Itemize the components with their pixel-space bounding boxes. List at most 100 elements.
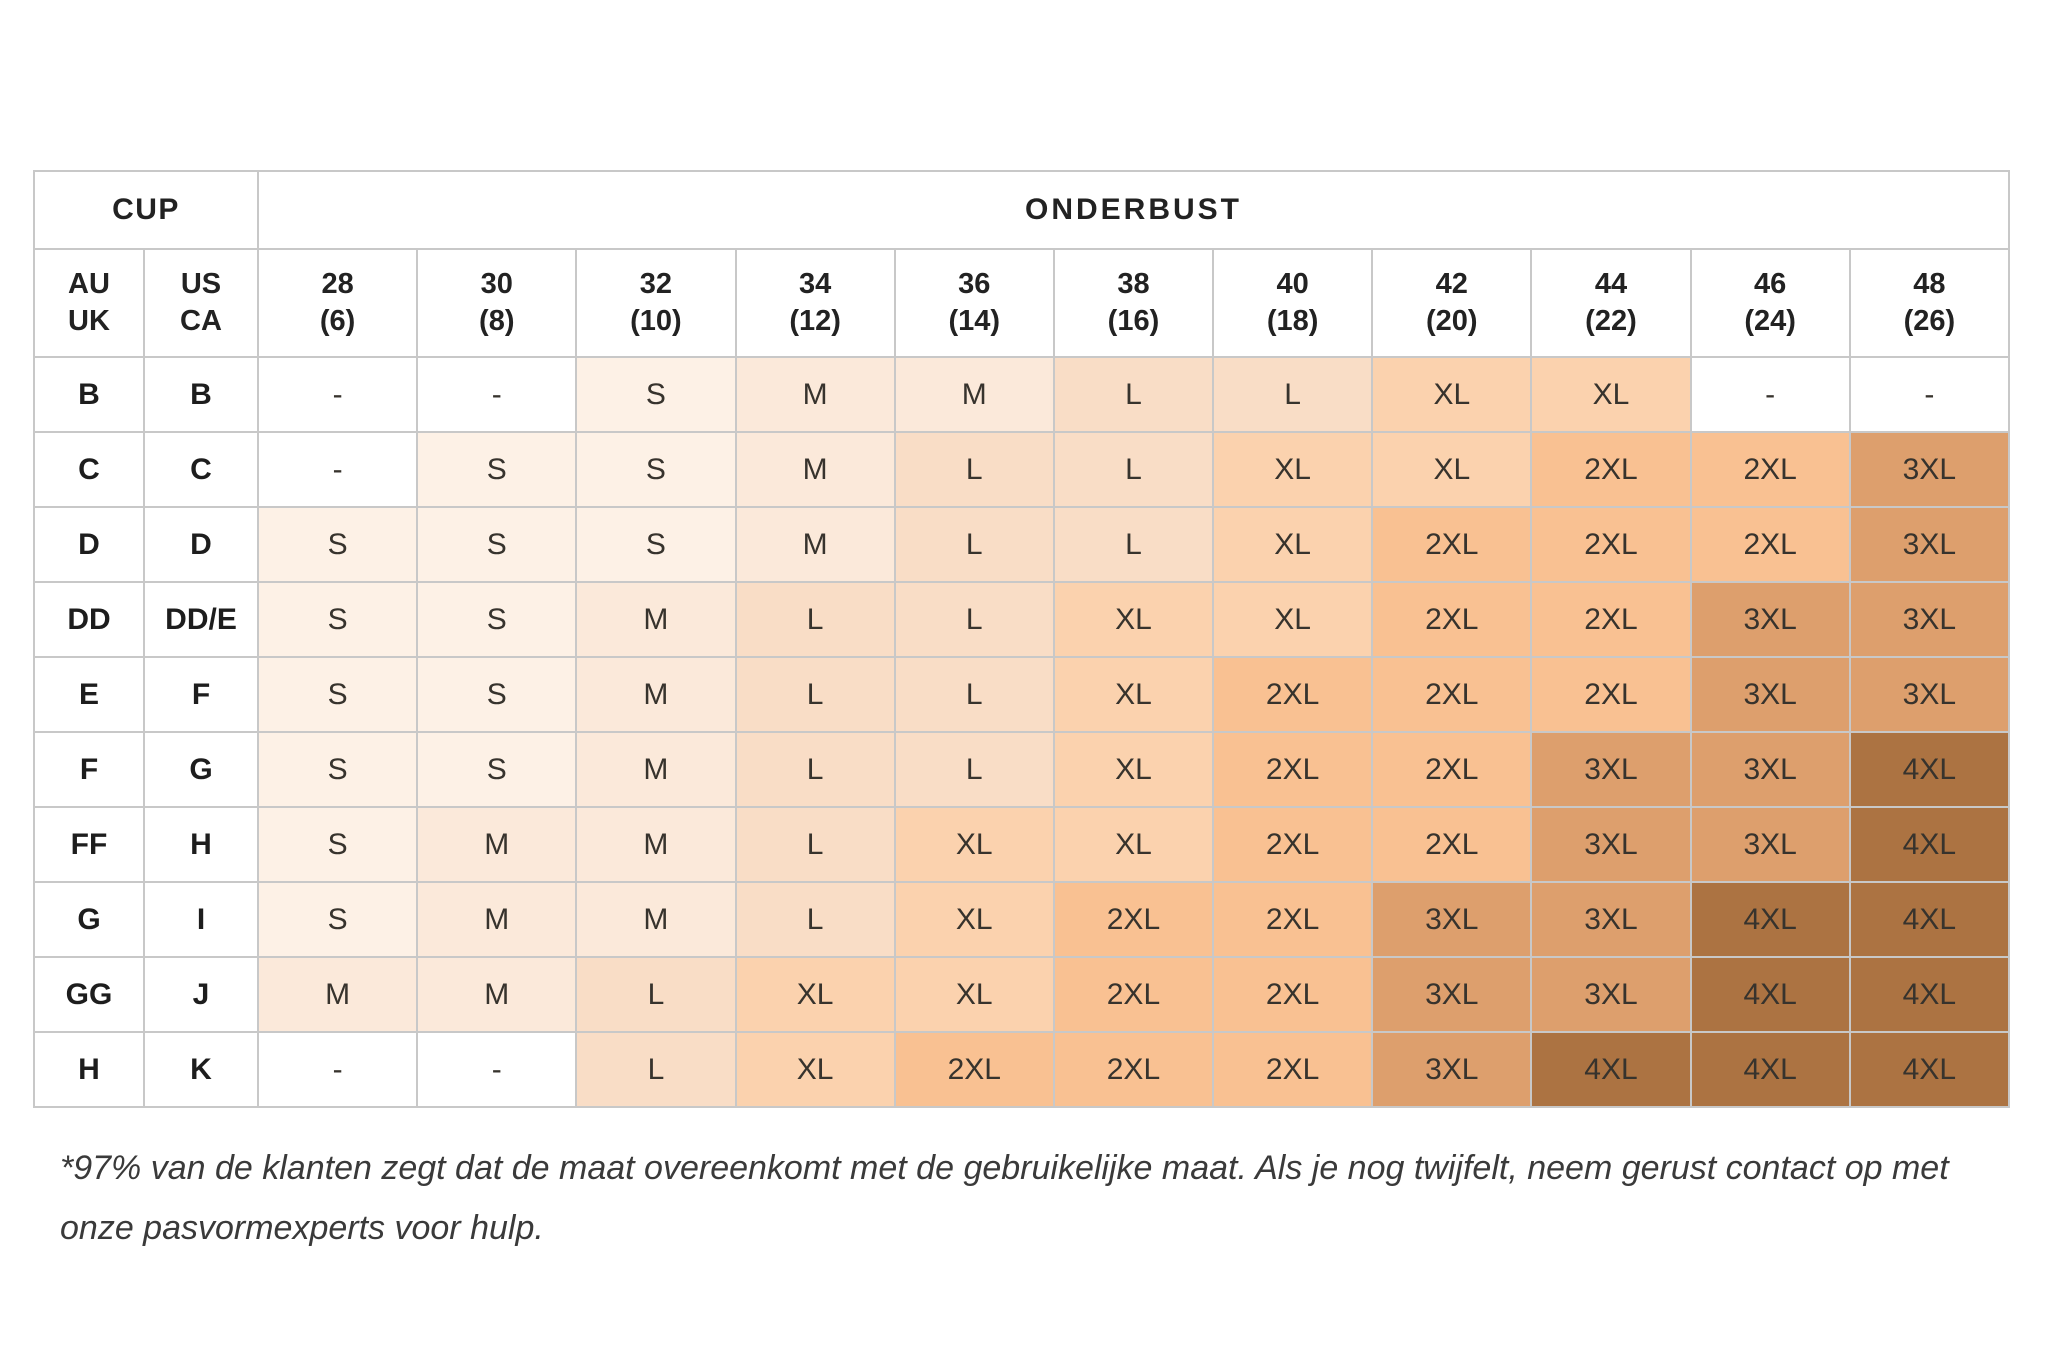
band-column-header-42-line2: (20) [1426, 305, 1478, 337]
cup-column-header-au-uk-line2: UK [68, 305, 110, 337]
size-cell: 2XL [1052, 881, 1215, 958]
size-cell: L [1212, 356, 1374, 433]
cup-label-us-ca: H [143, 806, 259, 883]
size-cell: 4XL [1689, 1031, 1851, 1108]
size-cell: 4XL [1848, 731, 2011, 808]
size-cell: - [256, 431, 419, 508]
size-cell: XL [1371, 356, 1533, 433]
band-column-header-42-line1: 42 [1435, 268, 1468, 300]
size-row-gg: GG J M M L XL XL 2XL 2XL 3XL 3XL 4XL 4XL [33, 956, 2011, 1033]
band-column-header-44-line2: (22) [1585, 305, 1637, 337]
size-cell: S [416, 656, 578, 733]
footnote: *97% van de klanten zegt dat de maat ove… [60, 1149, 1949, 1247]
size-cell: S [256, 881, 419, 958]
band-column-header-46: 46 (24) [1689, 248, 1851, 358]
size-cell: S [256, 506, 419, 583]
size-cell: 2XL [1212, 731, 1374, 808]
size-cell: S [256, 656, 419, 733]
size-cell: S [256, 806, 419, 883]
size-cell: - [256, 356, 419, 433]
band-column-header-32: 32 (10) [575, 248, 737, 358]
size-cell: 2XL [1212, 806, 1374, 883]
size-cell: L [893, 506, 1055, 583]
cup-label-us-ca: C [143, 431, 259, 508]
size-cell: 4XL [1689, 956, 1851, 1033]
size-cell: M [416, 956, 578, 1033]
size-cell: M [575, 806, 737, 883]
band-column-header-38-line2: (16) [1107, 305, 1160, 337]
size-cell: L [893, 581, 1055, 658]
size-cell: 3XL [1371, 1031, 1533, 1108]
size-cell: L [575, 956, 737, 1033]
size-cell: 3XL [1530, 881, 1692, 958]
size-cell: XL [893, 806, 1055, 883]
size-row-g: G I S M M L XL 2XL 2XL 3XL 3XL 4XL 4XL [33, 881, 2011, 958]
band-column-header-48-line2: (26) [1903, 305, 1956, 337]
size-cell: S [416, 731, 578, 808]
cup-label-au-uk: F [33, 731, 145, 808]
size-cell: L [1052, 506, 1215, 583]
size-cell: - [1689, 356, 1851, 433]
size-cell: L [734, 806, 896, 883]
cup-column-header-us-ca-line2: CA [180, 305, 222, 337]
size-cell: M [256, 956, 419, 1033]
cup-label-au-uk: D [33, 506, 145, 583]
band-column-header-34: 34 (12) [734, 248, 896, 358]
size-row-e: E F S S M L L XL 2XL 2XL 2XL 3XL 3XL [33, 656, 2011, 733]
size-cell: 3XL [1848, 506, 2011, 583]
size-cell: - [416, 356, 578, 433]
size-cell: L [734, 656, 896, 733]
band-column-header-34-line1: 34 [798, 268, 832, 300]
size-cell: XL [734, 1031, 896, 1108]
size-cell: S [416, 506, 578, 583]
size-cell: XL [1212, 506, 1374, 583]
size-cell: L [734, 731, 896, 808]
size-cell: 2XL [1530, 656, 1692, 733]
band-column-header-30: 30 (8) [416, 248, 578, 358]
size-cell: 3XL [1848, 581, 2011, 658]
size-cell: 2XL [1530, 506, 1692, 583]
size-row-b: B B - - S M M L L XL XL - - [33, 356, 2011, 433]
band-column-header-36-line1: 36 [958, 268, 991, 300]
band-column-header-38-line1: 38 [1117, 268, 1150, 300]
size-cell: XL [1052, 806, 1215, 883]
size-cell: 3XL [1371, 881, 1533, 958]
size-cell: XL [1052, 581, 1215, 658]
size-table-body: B B - - S M M L L XL XL - - C C - S S M L L XL XL 2XL 2XL 3XL D D S S… [33, 356, 2011, 1108]
size-cell: 3XL [1689, 581, 1851, 658]
size-cell: 4XL [1848, 1031, 2011, 1108]
size-row-c: C C - S S M L L XL XL 2XL 2XL 3XL [33, 431, 2011, 508]
size-cell: M [575, 731, 737, 808]
size-cell: 2XL [1530, 431, 1692, 508]
size-cell: L [575, 1031, 737, 1108]
cup-label-au-uk: C [33, 431, 145, 508]
size-cell: M [893, 356, 1055, 433]
size-cell: 4XL [1689, 881, 1851, 958]
size-cell: XL [893, 956, 1055, 1033]
size-cell: 2XL [1371, 806, 1533, 883]
size-chart-table: CUP ONDERBUST AU UK US CA 28 (6) 30 (8) 32 (10) 34… [33, 170, 2011, 1108]
band-column-header-36-line2: (14) [948, 305, 1001, 337]
size-cell: M [575, 881, 737, 958]
size-cell: 2XL [1212, 881, 1374, 958]
size-chart: CUP ONDERBUST AU UK US CA 28 (6) 30 (8) 32 (10) 34… [33, 170, 2011, 1108]
size-row-d: D D S S S M L L XL 2XL 2XL 2XL 3XL [33, 506, 2011, 583]
size-cell: L [893, 656, 1055, 733]
size-cell: M [734, 506, 896, 583]
cup-column-header-us-ca-line1: US [180, 268, 222, 300]
size-cell: XL [1212, 431, 1374, 508]
size-cell: L [893, 731, 1055, 808]
size-cell: M [734, 356, 896, 433]
size-row-ff: FF H S M M L XL XL 2XL 2XL 3XL 3XL 4XL [33, 806, 2011, 883]
size-cell: S [416, 581, 578, 658]
size-cell: M [575, 581, 737, 658]
size-cell: 3XL [1848, 656, 2011, 733]
size-cell: 2XL [1371, 581, 1533, 658]
band-column-header-42: 42 (20) [1371, 248, 1533, 358]
size-cell: 2XL [1530, 581, 1692, 658]
size-cell: 4XL [1848, 956, 2011, 1033]
size-cell: - [416, 1031, 578, 1108]
size-cell: S [256, 581, 419, 658]
size-cell: 3XL [1689, 806, 1851, 883]
size-cell: 4XL [1848, 806, 2011, 883]
